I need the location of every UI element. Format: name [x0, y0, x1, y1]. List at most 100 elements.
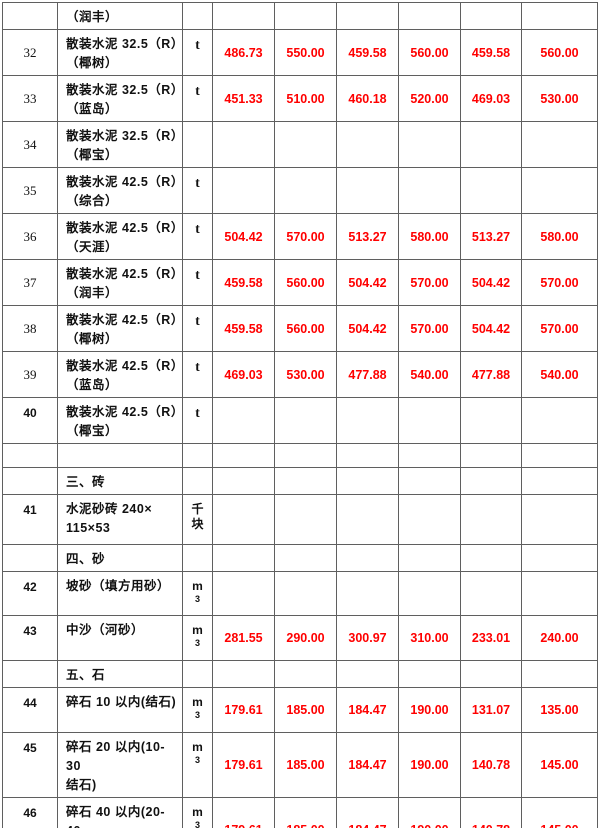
unit-cell: t: [182, 75, 213, 122]
price-cell-1: 451.33: [212, 75, 275, 122]
table-row: 33 散装水泥 32.5（R） （蓝岛） t 451.33 510.00 460.…: [2, 75, 598, 122]
price-cell-5: [460, 544, 522, 572]
unit-cell: t: [182, 29, 213, 76]
material-name-cell: 碎石 10 以内(结石): [57, 687, 183, 733]
price-cell-6: [521, 467, 598, 495]
unit-cell: t: [182, 397, 213, 444]
unit-cell: [182, 121, 213, 168]
price-cell-3: 184.47: [336, 732, 399, 798]
price-cell-6: 580.00: [521, 213, 598, 260]
price-cell-1: [212, 443, 275, 468]
unit-cell: t: [182, 351, 213, 398]
price-cell-3: 513.27: [336, 213, 399, 260]
material-name-cell: 中沙（河砂）: [57, 615, 183, 661]
price-cell-2: 560.00: [274, 305, 337, 352]
row-number-cell: 39: [2, 351, 58, 398]
price-cell-3: 477.88: [336, 351, 399, 398]
material-name-cell: 三、砖: [57, 467, 183, 495]
price-cell-6: 530.00: [521, 75, 598, 122]
unit-cell: [182, 544, 213, 572]
price-cell-4: 190.00: [398, 732, 461, 798]
row-number-cell: 38: [2, 305, 58, 352]
price-cell-3: [336, 121, 399, 168]
table-row: 46 碎石 40 以内(20-40结石) m3 179.61 185.00 18…: [2, 797, 598, 828]
price-cell-5: [460, 167, 522, 214]
table-row: 36 散装水泥 42.5（R） （天涯） t 504.42 570.00 513.…: [2, 213, 598, 260]
price-cell-6: [521, 2, 598, 30]
row-number-cell: 46: [2, 797, 58, 828]
price-cell-4: 190.00: [398, 797, 461, 828]
row-number-cell: 35: [2, 167, 58, 214]
table-row: 五、石: [2, 660, 598, 688]
row-number-cell: 34: [2, 121, 58, 168]
table-row: 41 水泥砂砖 240× 115×53 千块: [2, 494, 598, 545]
row-number-cell: [2, 660, 58, 688]
price-cell-3: [336, 571, 399, 616]
price-cell-1: [212, 494, 275, 545]
price-cell-4: 570.00: [398, 305, 461, 352]
price-cell-1: 179.61: [212, 732, 275, 798]
table-row: [2, 443, 598, 468]
price-cell-4: [398, 544, 461, 572]
material-name-cell: 散装水泥 32.5（R） （蓝岛）: [57, 75, 183, 122]
price-cell-6: 135.00: [521, 687, 598, 733]
price-cell-1: 281.55: [212, 615, 275, 661]
price-cell-2: [274, 571, 337, 616]
unit-cell: [182, 660, 213, 688]
price-cell-2: [274, 443, 337, 468]
unit-cell: t: [182, 167, 213, 214]
price-cell-6: 145.00: [521, 797, 598, 828]
price-cell-1: [212, 544, 275, 572]
table-row: 三、砖: [2, 467, 598, 495]
price-cell-5: [460, 494, 522, 545]
price-cell-4: 570.00: [398, 259, 461, 306]
price-cell-5: [460, 660, 522, 688]
price-cell-5: [460, 397, 522, 444]
price-cell-6: 560.00: [521, 29, 598, 76]
material-name-cell: 五、石: [57, 660, 183, 688]
price-cell-3: 504.42: [336, 305, 399, 352]
material-name-cell: 碎石 40 以内(20-40结石): [57, 797, 183, 828]
price-cell-4: 560.00: [398, 29, 461, 76]
price-cell-5: 477.88: [460, 351, 522, 398]
price-cell-5: 469.03: [460, 75, 522, 122]
price-cell-3: [336, 494, 399, 545]
price-cell-1: [212, 397, 275, 444]
price-cell-6: [521, 443, 598, 468]
row-number-cell: 33: [2, 75, 58, 122]
price-cell-4: [398, 571, 461, 616]
unit-cell: [182, 2, 213, 30]
price-cell-2: 185.00: [274, 797, 337, 828]
unit-cell: [182, 467, 213, 495]
price-cell-2: 510.00: [274, 75, 337, 122]
price-cell-6: [521, 167, 598, 214]
price-cell-1: 179.61: [212, 687, 275, 733]
price-cell-3: [336, 397, 399, 444]
price-cell-5: 504.42: [460, 305, 522, 352]
row-number-cell: [2, 2, 58, 30]
price-cell-5: 504.42: [460, 259, 522, 306]
material-name-cell: 四、砂: [57, 544, 183, 572]
price-cell-1: 459.58: [212, 259, 275, 306]
table-row: （润丰）: [2, 2, 598, 30]
material-name-cell: 散装水泥 42.5（R） （椰宝）: [57, 397, 183, 444]
price-cell-3: [336, 2, 399, 30]
price-cell-1: 469.03: [212, 351, 275, 398]
material-name-cell: 坡砂（填方用砂）: [57, 571, 183, 616]
price-cell-4: [398, 467, 461, 495]
price-cell-4: [398, 2, 461, 30]
price-cell-4: [398, 660, 461, 688]
price-cell-2: [274, 544, 337, 572]
table-row: 35 散装水泥 42.5（R） （综合） t: [2, 167, 598, 214]
price-cell-6: [521, 121, 598, 168]
price-cell-2: [274, 121, 337, 168]
row-number-cell: [2, 443, 58, 468]
